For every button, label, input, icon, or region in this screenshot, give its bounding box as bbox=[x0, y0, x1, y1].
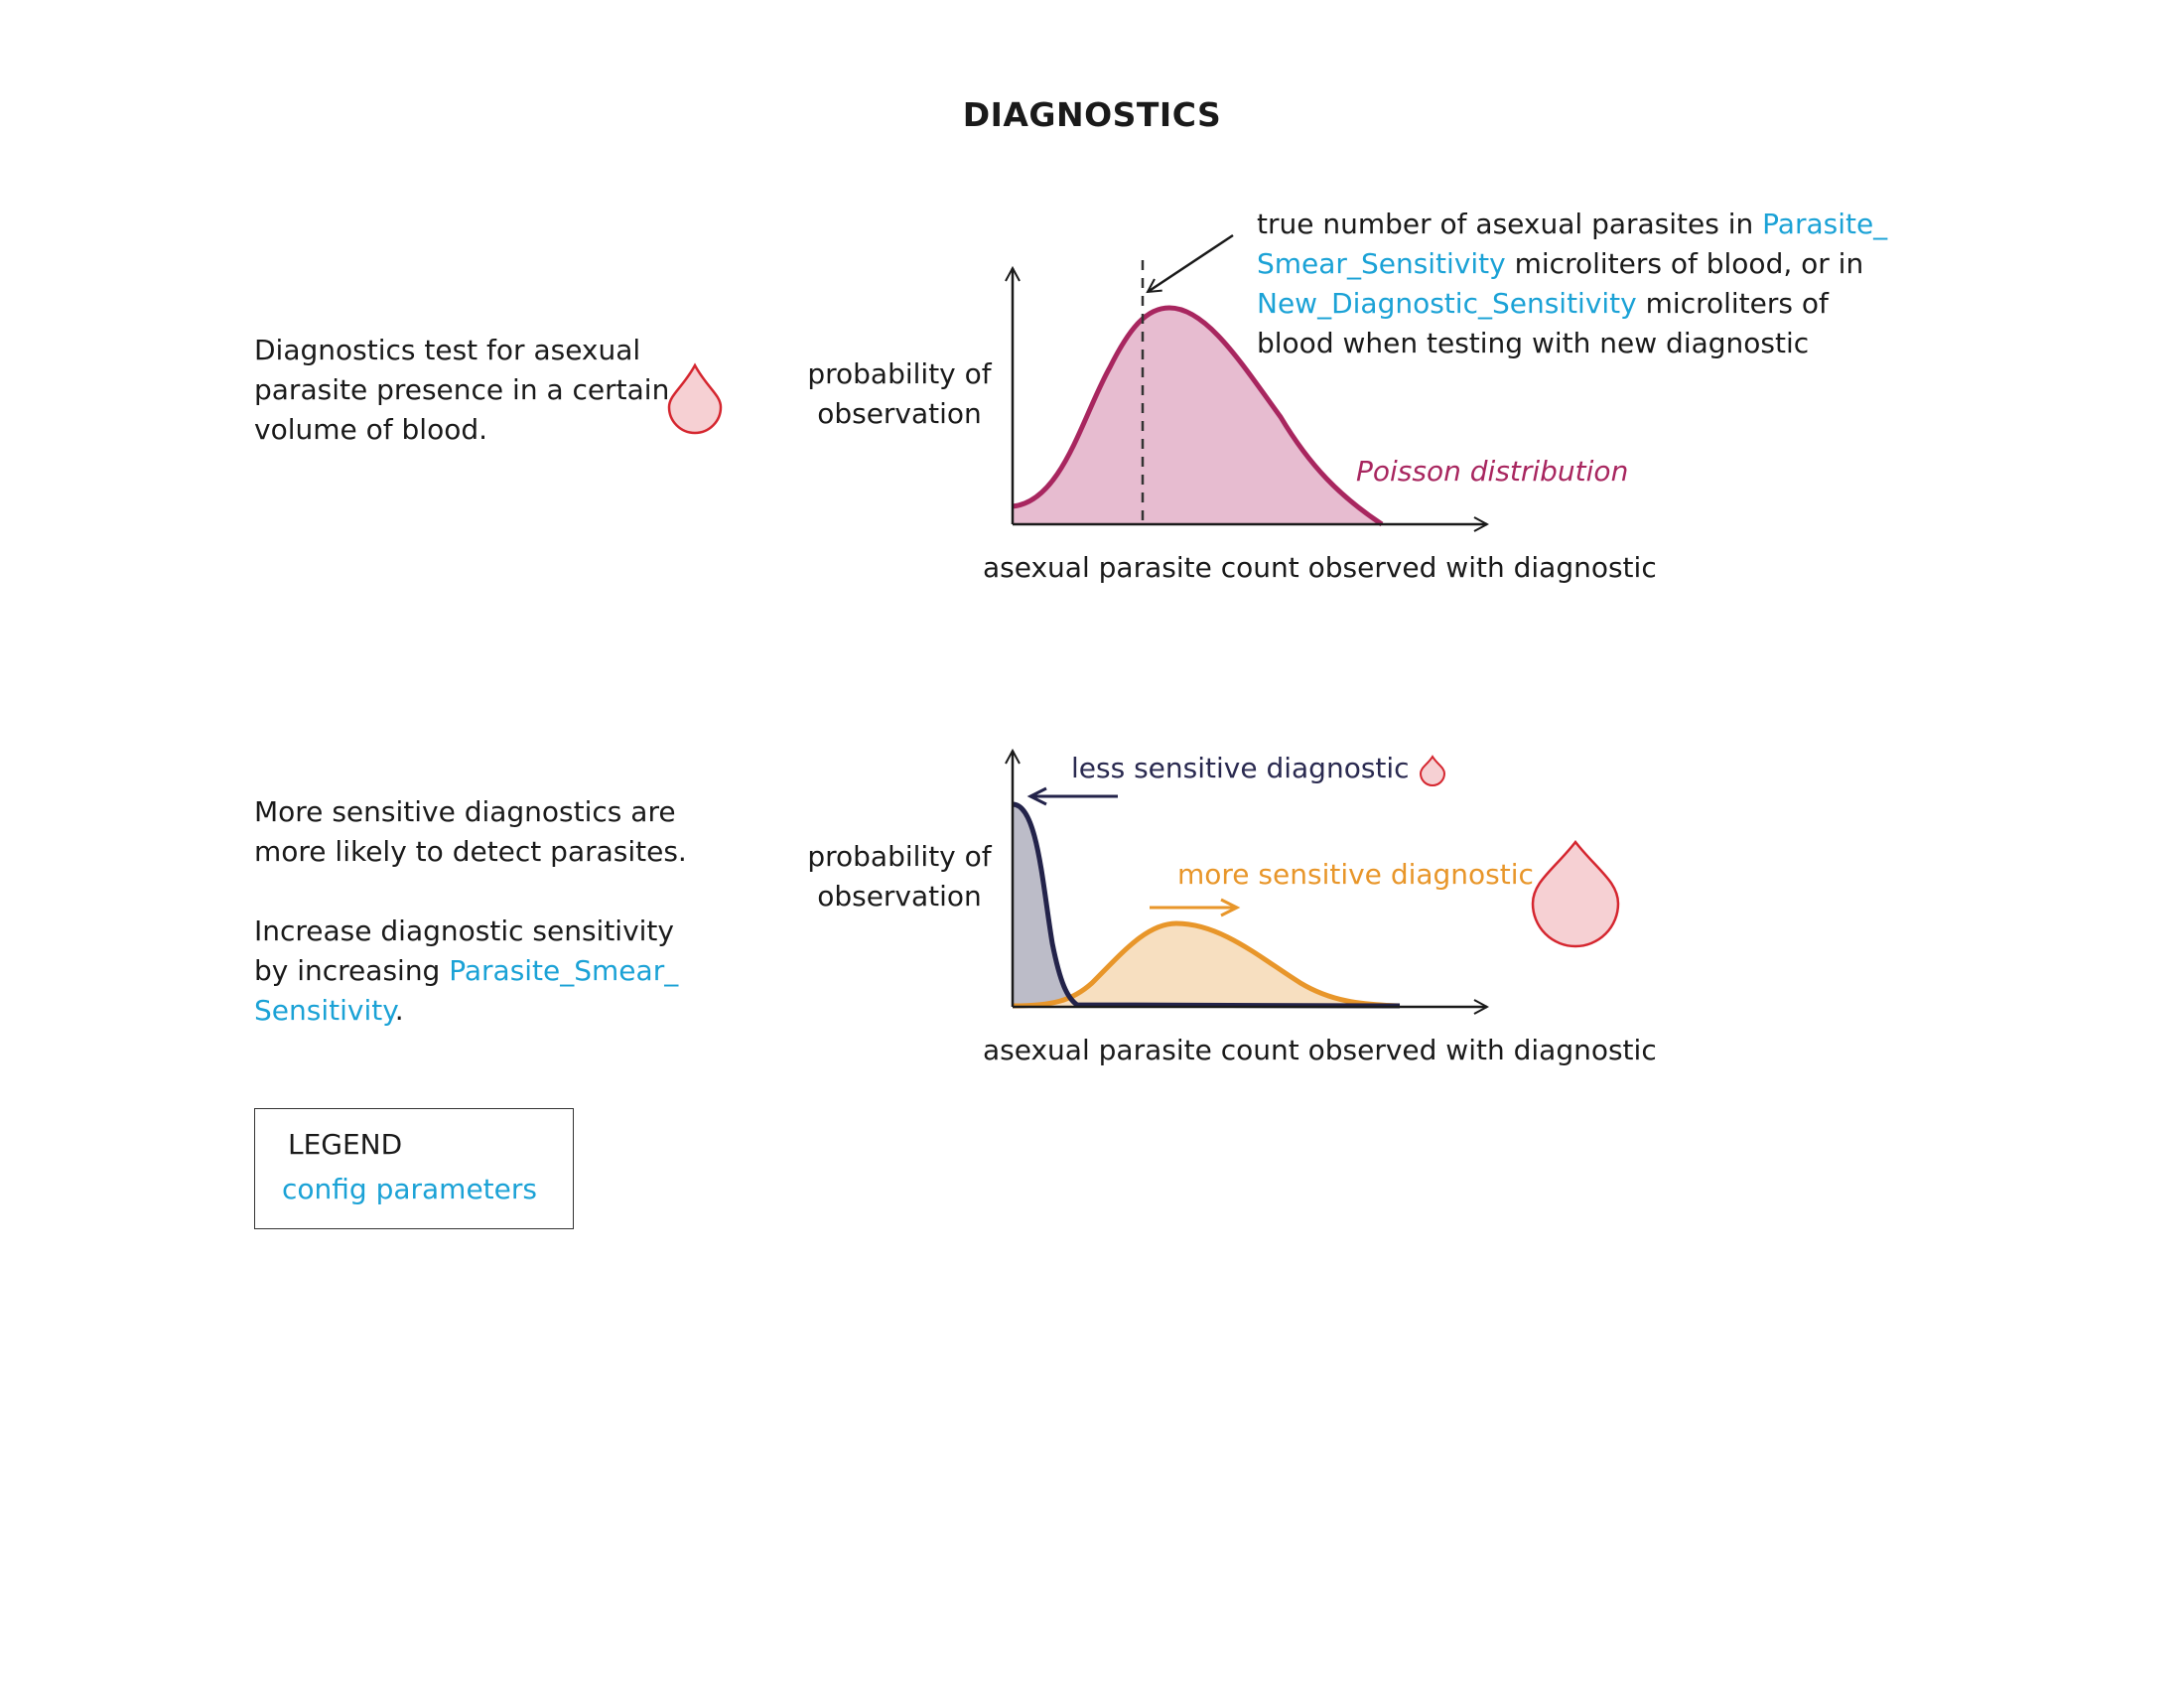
param-new-diagnostic-sensitivity: New_Diagnostic_Sensitivity bbox=[1257, 287, 1637, 320]
panel2-description-text: by increasing bbox=[254, 954, 450, 987]
poisson-curve bbox=[1012, 305, 1384, 527]
more-sensitive-label: more sensitive diagnostic bbox=[1177, 858, 1534, 891]
annotation-text: microliters of blood, or in bbox=[1505, 247, 1864, 280]
legend-box bbox=[254, 1108, 574, 1229]
panel2-ylabel-line: probability of bbox=[807, 840, 992, 873]
page-title: DIAGNOSTICS bbox=[962, 95, 1222, 134]
panel1-description-line: parasite presence in a certain bbox=[254, 373, 670, 406]
poisson-fill bbox=[1013, 308, 1382, 524]
less-arrow-head bbox=[1026, 786, 1047, 806]
more-arrow-head bbox=[1220, 898, 1241, 917]
param-parasite-smear-sensitivity: Parasite_ bbox=[1762, 208, 1888, 240]
panel2-description: More sensitive diagnostics are more like… bbox=[254, 792, 687, 1031]
mean-annotation: true number of asexual parasites in Para… bbox=[1257, 205, 1887, 363]
panel1-description: Diagnostics test for asexual parasite pr… bbox=[254, 331, 669, 450]
annotation-text: microliters of bbox=[1636, 287, 1829, 320]
panel2-xlabel: asexual parasite count observed with dia… bbox=[983, 1034, 1657, 1066]
legend-title: LEGEND bbox=[288, 1128, 403, 1161]
less-sensitive-curve bbox=[1012, 801, 1401, 1009]
less-sensitive-label: less sensitive diagnostic bbox=[1071, 752, 1410, 784]
panel2-description-line: Increase diagnostic sensitivity bbox=[254, 914, 674, 947]
poisson-distribution-label: Poisson distribution bbox=[1356, 455, 1629, 488]
panel1-description-line: volume of blood. bbox=[254, 413, 488, 446]
legend-config-parameters: config parameters bbox=[282, 1173, 537, 1205]
panel2-description-line: more likely to detect parasites. bbox=[254, 835, 687, 868]
blood-drop-icon bbox=[1531, 839, 1620, 948]
panel2-ylabel: probability of observation bbox=[790, 837, 1009, 916]
panel2-description-text: . bbox=[394, 994, 404, 1027]
more-sensitive-curve bbox=[1012, 920, 1401, 1009]
panel1-description-line: Diagnostics test for asexual bbox=[254, 334, 641, 366]
blood-drop-icon bbox=[667, 362, 723, 435]
annotation-arrow bbox=[1148, 233, 1234, 292]
param-parasite-smear-sensitivity: Sensitivity bbox=[254, 994, 395, 1027]
annotation-text: true number of asexual parasites in bbox=[1257, 208, 1763, 240]
panel1-ylabel: probability of observation bbox=[790, 354, 1009, 434]
panel2-description-line: More sensitive diagnostics are bbox=[254, 795, 676, 828]
panel2-ylabel-line: observation bbox=[817, 880, 982, 913]
param-parasite-smear-sensitivity: Smear_Sensitivity bbox=[1257, 247, 1506, 280]
blood-drop-icon bbox=[1419, 755, 1446, 786]
panel1-xlabel: asexual parasite count observed with dia… bbox=[983, 551, 1657, 584]
panel1-ylabel-line: observation bbox=[817, 397, 982, 430]
param-parasite-smear-sensitivity: Parasite_Smear_ bbox=[449, 954, 679, 987]
panel1-ylabel-line: probability of bbox=[807, 357, 992, 390]
annotation-text: blood when testing with new diagnostic bbox=[1257, 327, 1810, 359]
